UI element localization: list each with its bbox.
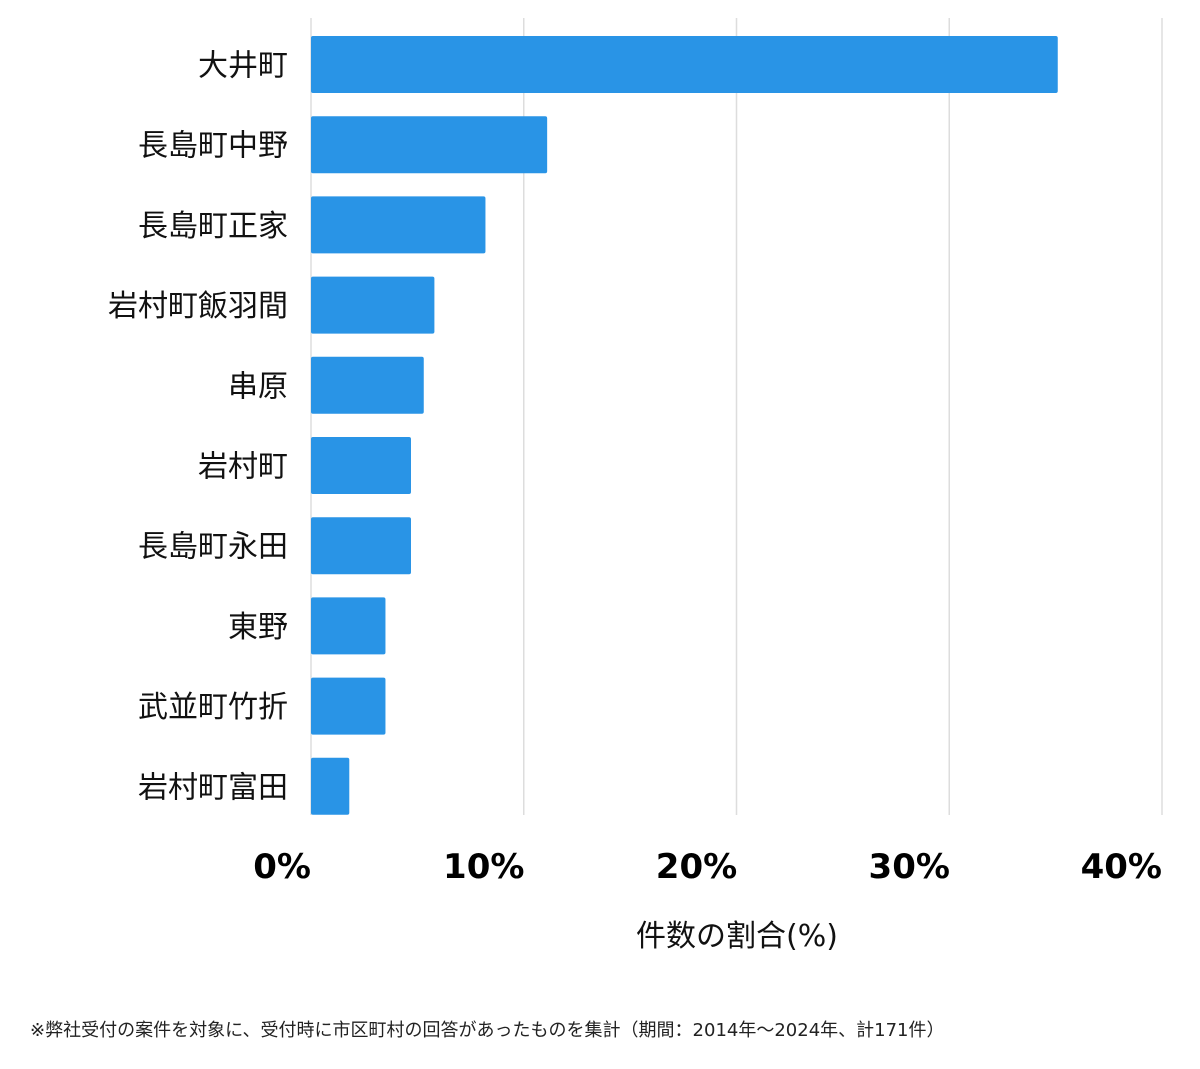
bar-chart-svg: 大井町長島町中野長島町正家岩村町飯羽間串原岩村町長島町永田東野武並町竹折岩村町富… bbox=[108, 18, 1163, 954]
category-label: 大井町 bbox=[198, 49, 288, 84]
category-label: 岩村町富田 bbox=[138, 770, 288, 805]
bar bbox=[311, 196, 486, 254]
bar bbox=[311, 116, 548, 174]
bar bbox=[311, 677, 386, 735]
category-label: 東野 bbox=[228, 610, 288, 645]
bar bbox=[311, 36, 1058, 93]
category-label: 岩村町飯羽間 bbox=[108, 289, 288, 324]
category-label: 長島町永田 bbox=[138, 530, 288, 565]
bar bbox=[311, 276, 435, 334]
category-label: 長島町正家 bbox=[138, 209, 288, 244]
x-tick-label: 40% bbox=[1081, 847, 1162, 887]
bar bbox=[311, 517, 411, 575]
category-label: 岩村町 bbox=[198, 450, 288, 485]
x-tick-label: 0% bbox=[253, 847, 311, 887]
category-label: 長島町中野 bbox=[138, 129, 288, 164]
category-label: 串原 bbox=[228, 369, 288, 404]
category-label: 武並町竹折 bbox=[138, 690, 288, 725]
bar bbox=[311, 437, 411, 494]
x-tick-label: 10% bbox=[443, 847, 524, 887]
footnote: ※弊社受付の案件を対象に、受付時に市区町村の回答があったものを集計（期間：201… bbox=[30, 1020, 945, 1041]
x-tick-label: 20% bbox=[656, 847, 737, 887]
bar bbox=[311, 597, 386, 655]
bar bbox=[311, 757, 350, 815]
x-axis-label: 件数の割合(%) bbox=[636, 919, 838, 954]
bar bbox=[311, 356, 424, 414]
x-tick-label: 30% bbox=[869, 847, 950, 887]
